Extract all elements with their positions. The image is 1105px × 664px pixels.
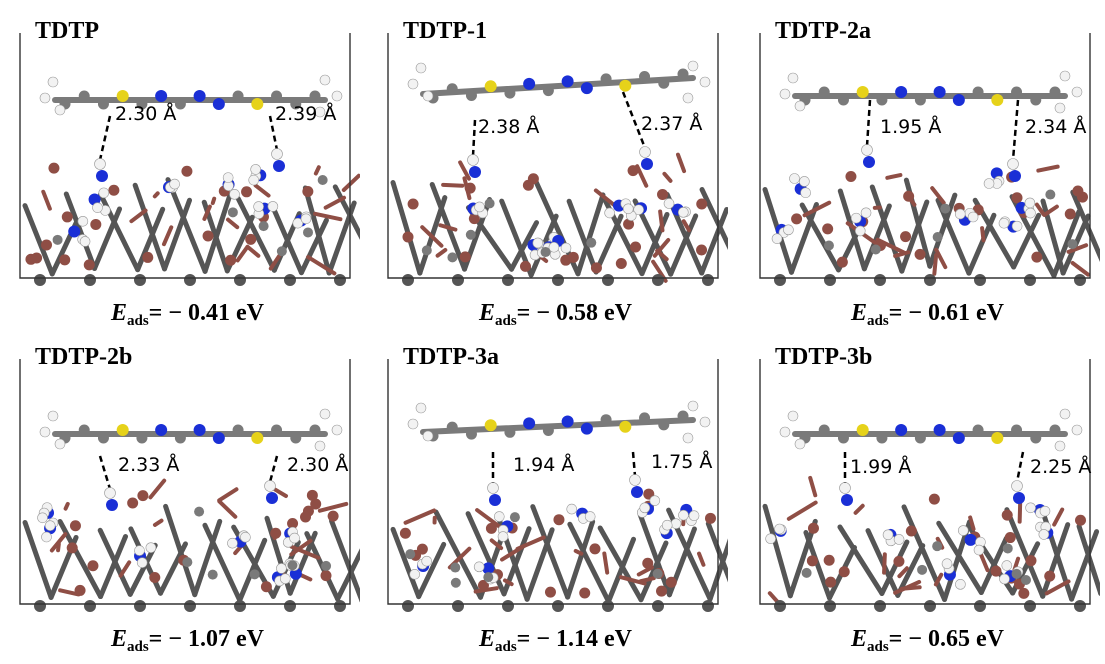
panel-title: TDTP-3a (403, 344, 499, 370)
panel-tdtp-3b: TDTP-3b 1.99 Å 2.25 Å Eads= − 0.65 eV (755, 334, 1100, 664)
structure-model (19, 33, 360, 286)
distance-label-right: 2.37 Å (641, 113, 703, 135)
panel-tdtp-2a: TDTP-2a 1.95 Å 2.34 Å Eads= − 0.61 eV (755, 8, 1100, 338)
panel-tdtp-2b: TDTP-2b 2.33 Å 2.30 Å Eads= − 1.07 eV (15, 334, 360, 664)
atoms (765, 408, 1087, 612)
structure-model (19, 359, 360, 612)
distance-label-right: 2.30 Å (287, 454, 349, 476)
adsorption-energy: Eads= − 0.65 eV (850, 626, 1005, 655)
structure-model (387, 359, 728, 612)
distance-label-right: 2.39 Å (275, 103, 337, 125)
distance-label-left: 1.95 Å (880, 116, 942, 138)
panel-title: TDTP-2a (775, 18, 871, 44)
panel-tdtp-1: TDTP-1 2.38 Å 2.37 Å Eads= − 0.58 eV (383, 8, 728, 338)
distance-label-right: 2.25 Å (1030, 456, 1092, 478)
bonds (390, 417, 728, 604)
adsorption-energy: Eads= − 1.07 eV (110, 626, 265, 655)
panel-title: TDTP-3b (775, 344, 873, 370)
structure-model (759, 33, 1100, 286)
distance-label-left: 1.99 Å (850, 456, 912, 478)
panel-title: TDTP-2b (35, 344, 133, 370)
distance-label-right: 1.75 Å (651, 451, 713, 473)
distance-label-left: 2.38 Å (478, 116, 540, 138)
distance-label-left: 2.33 Å (118, 454, 180, 476)
structure-model (759, 359, 1100, 612)
panel-tdtp-3a: TDTP-3a 1.94 Å 1.75 Å Eads= − 1.14 eV (383, 334, 728, 664)
distance-label-left: 2.30 Å (115, 103, 177, 125)
adsorption-energy: Eads= − 0.41 eV (110, 300, 265, 329)
panel-title: TDTP-1 (403, 18, 487, 44)
bonds (390, 75, 728, 283)
adsorption-energy: Eads= − 0.58 eV (478, 300, 633, 329)
structure-model (387, 33, 728, 286)
distance-label-right: 2.34 Å (1025, 116, 1087, 138)
atoms (402, 60, 714, 286)
atoms (399, 400, 716, 612)
atoms (25, 74, 346, 286)
panel-title: TDTP (35, 18, 100, 44)
adsorption-energy: Eads= − 0.61 eV (850, 300, 1005, 329)
atoms (771, 70, 1088, 286)
adsorption-energy: Eads= − 1.14 eV (478, 626, 633, 655)
panel-tdtp: TDTP 2.30 Å 2.39 Å Eads= − 0.41 eV (15, 8, 360, 338)
atoms (34, 408, 346, 612)
distance-label-left: 1.94 Å (513, 454, 575, 476)
